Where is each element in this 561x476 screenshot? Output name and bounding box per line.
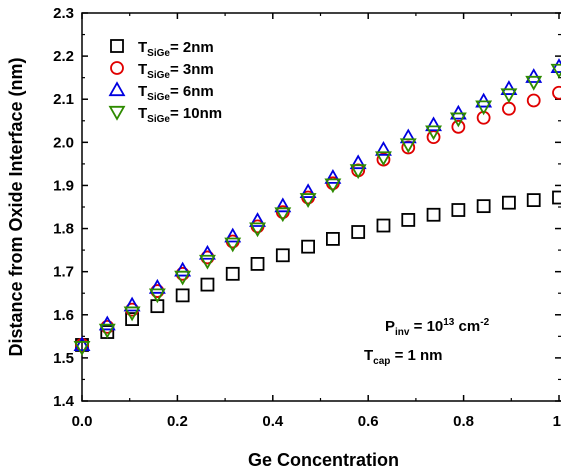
y-tick-label: 2.0 <box>53 134 74 151</box>
legend-label-3: TSiGe= 6nm <box>138 83 214 103</box>
y-tick-label: 2.3 <box>53 5 74 22</box>
data-point-series-4 <box>299 193 317 208</box>
legend-label-4: TSiGe= 10nm <box>138 105 222 125</box>
y-axis-title: Distance from Oxide Interface (nm) <box>6 57 26 356</box>
data-point-series-4 <box>73 341 91 356</box>
data-point-series-1 <box>526 193 541 208</box>
data-point-series-4 <box>550 63 561 79</box>
data-point-series-4 <box>349 164 367 180</box>
y-tick-label: 1.8 <box>53 221 74 238</box>
data-point-series-4 <box>500 88 518 104</box>
data-point-series-3 <box>98 315 116 331</box>
y-axis-ticks: 1.4 1.5 1.6 1.7 1.8 1.9 2.0 2.1 2.2 2.3 <box>53 5 561 410</box>
data-point-series-4 <box>274 207 292 223</box>
data-point-series-1 <box>376 218 391 233</box>
legend-marker-2 <box>110 61 124 75</box>
data-point-series-2 <box>451 119 466 134</box>
data-point-series-3 <box>375 140 392 156</box>
data-point-series-3 <box>249 212 266 227</box>
y-tick-label: 1.7 <box>53 264 74 281</box>
y-tick-label: 2.1 <box>53 91 74 108</box>
data-point-series-3 <box>174 261 192 277</box>
data-point-series-1 <box>301 239 315 254</box>
y-tick-label: 1.4 <box>53 393 75 410</box>
data-point-series-2 <box>526 93 541 108</box>
annotation-tcap: Tcap = 1 nm <box>364 347 443 367</box>
data-point-series-1 <box>225 266 240 281</box>
x-axis-ticks: 0.0 0.2 0.4 0.6 0.8 1 <box>72 13 561 430</box>
data-point-series-3 <box>274 197 292 213</box>
data-point-series-4 <box>475 100 493 116</box>
data-points <box>73 58 561 356</box>
data-point-series-1 <box>502 195 516 210</box>
data-point-series-3 <box>73 336 91 352</box>
data-point-series-1 <box>200 277 215 292</box>
data-point-series-1 <box>451 203 466 217</box>
data-point-series-3 <box>148 278 166 294</box>
data-point-series-3 <box>199 244 216 260</box>
data-point-series-3 <box>349 154 367 170</box>
data-point-series-2 <box>502 101 516 116</box>
y-tick-label: 1.5 <box>53 350 74 367</box>
data-point-series-4 <box>199 254 216 270</box>
data-point-series-4 <box>425 125 442 141</box>
data-point-series-3 <box>399 128 417 144</box>
data-point-series-1 <box>175 288 190 303</box>
legend-marker-1 <box>110 39 124 53</box>
x-axis-title: Ge Concentration <box>248 450 399 470</box>
data-point-series-2 <box>552 85 561 100</box>
data-point-series-4 <box>123 306 141 322</box>
data-point-series-1 <box>401 213 416 227</box>
data-point-series-3 <box>500 80 518 95</box>
y-tick-label: 1.6 <box>53 307 74 324</box>
x-tick-label: 0.8 <box>453 413 474 430</box>
data-point-series-1 <box>351 225 366 239</box>
x-tick-label: 0.0 <box>72 413 93 430</box>
data-point-series-4 <box>148 288 166 304</box>
data-point-series-4 <box>174 270 192 286</box>
x-tick-label: 1 <box>553 413 561 430</box>
legend-marker-3 <box>108 81 126 97</box>
annotation-pinv: Pinv = 1013 cm-2 <box>385 317 490 338</box>
data-point-series-3 <box>224 227 242 243</box>
data-point-series-1 <box>250 257 265 271</box>
data-point-series-4 <box>249 222 266 238</box>
x-tick-label: 0.2 <box>167 413 188 430</box>
data-point-series-4 <box>98 323 116 339</box>
data-point-series-4 <box>375 151 392 167</box>
data-point-series-4 <box>399 138 417 154</box>
x-tick-label: 0.6 <box>358 413 379 430</box>
legend-label-1: TSiGe= 2nm <box>138 39 214 59</box>
y-tick-label: 1.9 <box>53 177 74 194</box>
data-point-series-1 <box>275 248 290 263</box>
data-point-series-1 <box>426 207 441 222</box>
legend-label-2: TSiGe= 3nm <box>138 61 214 81</box>
data-point-series-3 <box>123 296 141 312</box>
data-point-series-4 <box>449 112 467 128</box>
y-tick-label: 2.2 <box>53 48 74 65</box>
data-point-series-3 <box>299 183 317 198</box>
data-point-series-1 <box>476 199 491 214</box>
data-point-series-1 <box>552 190 561 205</box>
legend-marker-4 <box>108 105 126 121</box>
data-point-series-1 <box>125 312 139 326</box>
annotation: Pinv = 1013 cm-2 Tcap = 1 nm <box>364 317 490 367</box>
data-point-series-4 <box>324 178 342 194</box>
data-point-series-3 <box>425 116 442 132</box>
data-point-series-4 <box>224 237 242 253</box>
data-point-series-4 <box>525 75 543 91</box>
data-point-series-3 <box>324 168 342 184</box>
data-point-series-3 <box>550 58 561 73</box>
data-point-series-1 <box>326 232 340 246</box>
x-tick-label: 0.4 <box>262 413 284 430</box>
